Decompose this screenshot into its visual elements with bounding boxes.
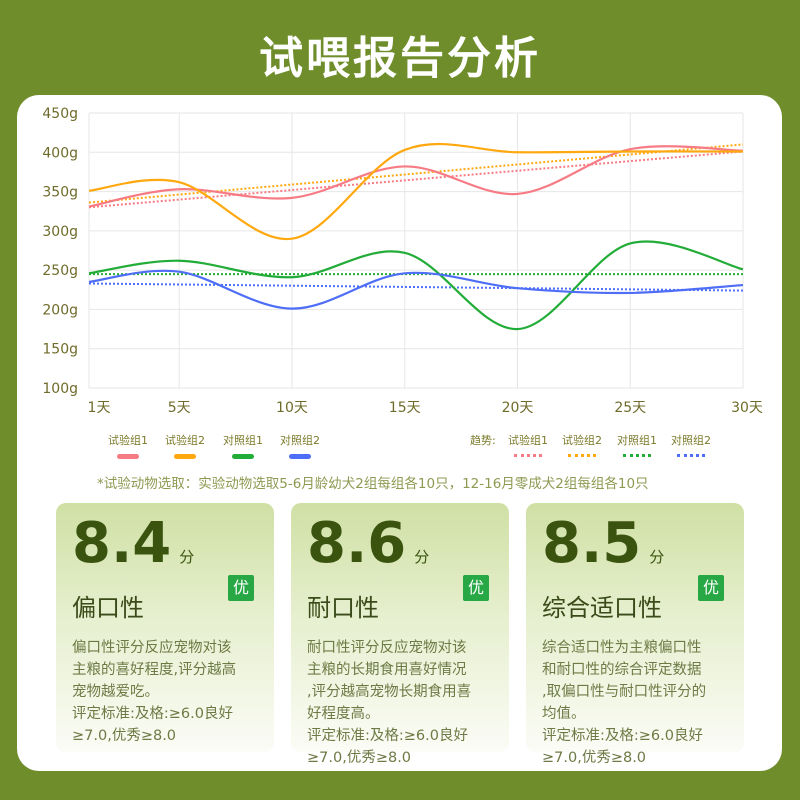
trend-legend-label: 对照组1 [617,434,657,447]
trend-legend-label: 对照组2 [671,434,711,447]
x-tick-label: 30天 [731,400,763,416]
score-value: 8.5 分 [542,511,728,590]
trend-swatch [623,454,651,457]
legend-swatch [117,454,139,459]
grade-badge: 优 [463,575,489,601]
y-tick-label: 450g [42,106,78,122]
legend-swatch [289,454,311,459]
series-line [88,240,744,331]
score-number: 8.4 [72,511,172,576]
trend-legend-label: 试验组2 [562,434,602,447]
x-tick-label: 15天 [389,400,421,416]
legend-item[interactable]: 对照组1 [223,432,263,459]
trend-legend-item: 对照组2 [671,432,711,457]
score-number: 8.6 [307,511,407,576]
description-line: ,取偏口性与耐口性评分的 [542,684,707,700]
card-description: 耐口性评分反应宠物对该 主粮的长期食用喜好情况 ,评分越高宠物长期食用喜 好程度高。评… [307,637,493,769]
description-line: 耐口性评分反应宠物对该 [307,640,467,656]
description-line: 评定标准:及格:≥6.0良好 [72,706,233,722]
card-title: 综合适口性 [542,594,662,622]
x-tick-label: 5天 [168,400,191,416]
trend-line [88,143,744,204]
legend-item[interactable]: 试验组1 [108,432,148,459]
line-chart: 450g 400g 350g 300g 250g 200g 150g 100g 1天 5天 10天 1… [42,106,763,416]
trend-line [88,282,744,292]
trend-legend-item: 对照组1 [617,432,657,457]
legend-label: 对照组2 [280,434,320,447]
score-card: 8.4 分 偏口性 优偏口性评分反应宠物对该 主粮的喜好程度,评分越高 宠物越爱吃。评… [56,503,274,752]
description-line: ,评分越高宠物长期食用喜 [307,684,472,700]
legend-swatch [174,454,196,459]
x-tick-label: 20天 [502,400,534,416]
description-line: 均值。 [542,706,586,722]
y-tick-label: 100g [42,381,78,397]
series-line [88,269,744,310]
page-title: 试喂报告分析 [259,33,541,84]
trend-line [88,150,744,209]
trend-legend-item: 试验组2 [562,432,602,457]
score-unit: 分 [649,548,665,566]
description-line: 宠物越爱吃。 [72,684,159,700]
y-tick-label: 150g [42,342,78,358]
series-line [88,142,744,240]
series-line [88,145,744,208]
y-tick-label: 350g [42,185,78,201]
description-line: 评定标准:及格:≥6.0良好 [307,728,468,744]
x-tick-label: 1天 [88,400,111,416]
legend-label: 对照组1 [223,434,263,447]
score-value: 8.6 分 [307,511,493,590]
y-tick-label: 250g [42,263,78,279]
x-tick-label: 10天 [276,400,308,416]
y-tick-label: 200g [42,302,78,318]
trend-swatch [568,454,596,457]
score-number: 8.5 [542,511,642,576]
footnote: *试验动物选取：实验动物选取5-6月龄幼犬2组每组各10只，12-16月零成犬2… [97,476,649,492]
score-unit: 分 [414,548,430,566]
card-title: 耐口性 [307,594,379,622]
y-tick-label: 300g [42,224,78,240]
x-tick-label: 25天 [614,400,646,416]
card-description: 偏口性评分反应宠物对该 主粮的喜好程度,评分越高 宠物越爱吃。评定标准:及格:≥6.… [72,637,258,747]
trend-legend-label: 试验组1 [508,434,548,447]
score-card: 8.6 分 耐口性 优耐口性评分反应宠物对该 主粮的长期食用喜好情况 ,评分越高宠物长… [291,503,509,766]
legend-swatch [232,454,254,459]
legend-item[interactable]: 试验组2 [165,432,205,459]
description-line: ≥7.0,优秀≥8.0 [307,750,412,766]
description-line: 主粮的长期食用喜好情况 [307,662,467,678]
trend-swatch [514,454,542,457]
description-line: ≥7.0,优秀≥8.0 [72,728,177,744]
y-tick-label: 400g [42,145,78,161]
legend-label: 试验组2 [165,434,205,447]
description-line: 和耐口性的综合评定数据 [542,662,702,678]
card-description: 综合适口性为主粮偏口性 和耐口性的综合评定数据 ,取偏口性与耐口性评分的 均值。评定标… [542,637,728,769]
description-line: ≥7.0,优秀≥8.0 [542,750,647,766]
trend-label: 趋势: [470,434,496,447]
grade-badge: 优 [228,575,254,601]
card-title: 偏口性 [72,594,144,622]
trend-legend-item: 试验组1 [508,432,548,457]
legend-label: 试验组1 [108,434,148,447]
score-card: 8.5 分 综合适口性 优综合适口性为主粮偏口性 和耐口性的综合评定数据 ,取偏口性与… [526,503,744,766]
description-line: 评定标准:及格:≥6.0良好 [542,728,703,744]
score-unit: 分 [179,548,195,566]
description-line: 主粮的喜好程度,评分越高 [72,662,237,678]
grade-badge: 优 [698,575,724,601]
description-line: 偏口性评分反应宠物对该 [72,640,232,656]
description-line: 好程度高。 [307,706,380,722]
trend-swatch [677,454,705,457]
legend-item[interactable]: 对照组2 [280,432,320,459]
description-line: 综合适口性为主粮偏口性 [542,640,702,656]
score-value: 8.4 分 [72,511,258,590]
